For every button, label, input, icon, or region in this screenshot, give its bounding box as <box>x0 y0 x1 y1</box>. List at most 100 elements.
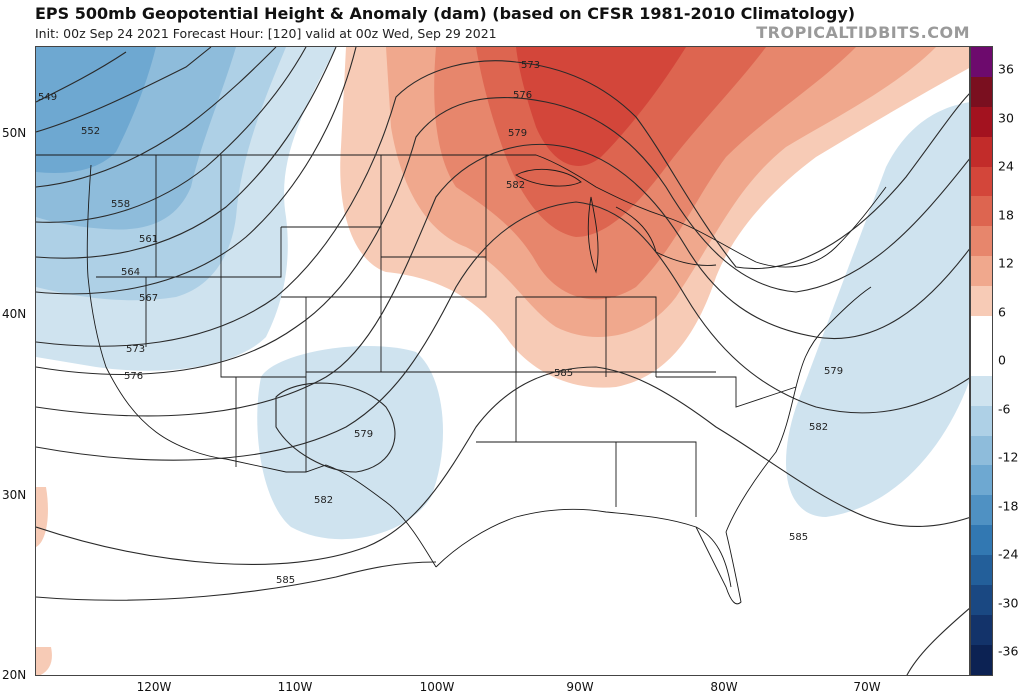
contour-label: 558 <box>111 199 130 210</box>
contour-558 <box>36 47 277 188</box>
colorbar-tick-label: -12 <box>998 449 1019 465</box>
colorbar-segment <box>971 555 992 586</box>
colorbar-segment <box>971 644 992 675</box>
southwest-cutoff-contour <box>275 382 396 473</box>
lon-label-100w: 100W <box>419 680 455 694</box>
contour-579-north <box>36 143 969 417</box>
colorbar-tick-label: 30 <box>998 110 1014 125</box>
contour-label: 579 <box>824 366 843 377</box>
positive-anomaly-shading <box>36 47 969 675</box>
lon-label-90w: 90W <box>566 680 594 694</box>
lon-label-80w: 80W <box>710 680 738 694</box>
contour-labels: 549 552 558 561 564 567 573 576 573 576 … <box>38 60 843 586</box>
contour-582 <box>36 201 969 461</box>
contour-label: 561 <box>139 234 158 245</box>
contour-585 <box>36 366 969 565</box>
colorbar-segment <box>971 47 992 77</box>
contour-label: 564 <box>121 267 140 278</box>
contour-576 <box>36 97 969 375</box>
lon-label-110w: 110W <box>277 680 313 694</box>
colorbar-segment <box>971 76 992 107</box>
anomaly-colorbar <box>970 46 993 676</box>
contour-label: 585 <box>554 368 573 379</box>
colorbar-tick-label: 0 <box>998 352 1006 368</box>
contour-label: 579 <box>354 429 373 440</box>
colorbar-tick-label: 24 <box>998 158 1014 174</box>
chart-subtitle: Init: 00z Sep 24 2021 Forecast Hour: [12… <box>35 26 497 41</box>
lat-label-50n: 50N <box>2 126 27 140</box>
colorbar-segment <box>971 256 992 287</box>
colorbar-segment <box>971 495 992 526</box>
lake-superior <box>515 169 582 187</box>
contour-567 <box>36 47 357 295</box>
colorbar-segment <box>971 525 992 556</box>
colorbar-segment <box>971 405 992 436</box>
ridge-shading-24 <box>516 47 686 166</box>
lon-label-120w: 120W <box>136 680 172 694</box>
atlantic-trough-shading <box>786 102 969 517</box>
state-lines-central <box>281 155 517 443</box>
contour-label: 585 <box>276 575 295 586</box>
contour-label: 552 <box>81 126 100 137</box>
contour-label: 582 <box>314 495 333 506</box>
colorbar-segment <box>971 226 992 257</box>
contour-561 <box>36 47 307 223</box>
us-west-coast <box>86 164 227 460</box>
lake-michigan <box>587 196 599 274</box>
contour-573 <box>36 60 969 347</box>
colorbar-segment <box>971 286 992 317</box>
lon-label-70w: 70W <box>853 680 881 694</box>
contour-label: 573 <box>126 344 145 355</box>
us-mexico-border <box>225 458 437 568</box>
contour-label: 549 <box>38 92 57 103</box>
caribbean-edge-shading <box>36 647 52 675</box>
contour-588-east <box>906 608 969 675</box>
colorbar-segment <box>971 435 992 466</box>
colorbar-segment <box>971 196 992 227</box>
colorbar-segment <box>971 136 992 167</box>
colorbar-segment <box>971 316 992 346</box>
colorbar-segment <box>971 585 992 615</box>
colorbar-tick-label: 36 <box>998 61 1014 77</box>
map-canvas: 549 552 558 561 564 567 573 576 573 576 … <box>36 47 969 675</box>
colorbar-segment <box>971 345 992 376</box>
colorbar-segment <box>971 166 992 197</box>
colorbar-segment <box>971 614 992 645</box>
height-contours <box>36 47 969 675</box>
colorbar-tick-label: -36 <box>998 643 1019 659</box>
colorbar-segment <box>971 465 992 496</box>
colorbar-tick-label: -24 <box>998 546 1019 562</box>
colorbar-segment <box>971 106 992 137</box>
colorbar-tick-label: -18 <box>998 498 1019 513</box>
colorbar-tick-label: 6 <box>998 304 1006 319</box>
contour-549 <box>36 51 127 103</box>
florida-peninsula <box>695 526 742 605</box>
contour-label: 582 <box>809 422 828 433</box>
political-boundaries <box>36 154 887 605</box>
colorbar-tick-label: -6 <box>998 401 1011 416</box>
contour-label: 576 <box>124 371 143 382</box>
chart-title: EPS 500mb Geopotential Height & Anomaly … <box>35 4 856 23</box>
contour-label: 585 <box>789 532 808 543</box>
lat-label-40n: 40N <box>2 307 27 321</box>
lat-label-20n: 20N <box>2 668 27 682</box>
map-panel[interactable]: 549 552 558 561 564 567 573 576 573 576 … <box>35 46 970 676</box>
contour-label: 567 <box>139 293 158 304</box>
gulf-edge-shading <box>36 487 48 547</box>
state-lines-east <box>516 296 797 517</box>
gulf-coast <box>435 508 732 588</box>
lat-label-30n: 30N <box>2 488 27 502</box>
contour-552 <box>36 47 212 133</box>
colorbar-tick-label: -30 <box>998 595 1019 610</box>
contour-564 <box>36 47 337 259</box>
us-canada-border <box>36 154 887 268</box>
colorbar-segment <box>971 375 992 406</box>
contour-label: 579 <box>508 128 527 139</box>
contour-585-south <box>36 561 437 601</box>
contour-label: 582 <box>506 180 525 191</box>
contour-label: 573 <box>521 60 540 71</box>
colorbar-tick-label: 12 <box>998 255 1014 271</box>
state-lines-west <box>96 155 307 472</box>
colorbar-tick-label: 18 <box>998 207 1014 222</box>
brand-watermark: TROPICALTIDBITS.COM <box>756 23 970 42</box>
